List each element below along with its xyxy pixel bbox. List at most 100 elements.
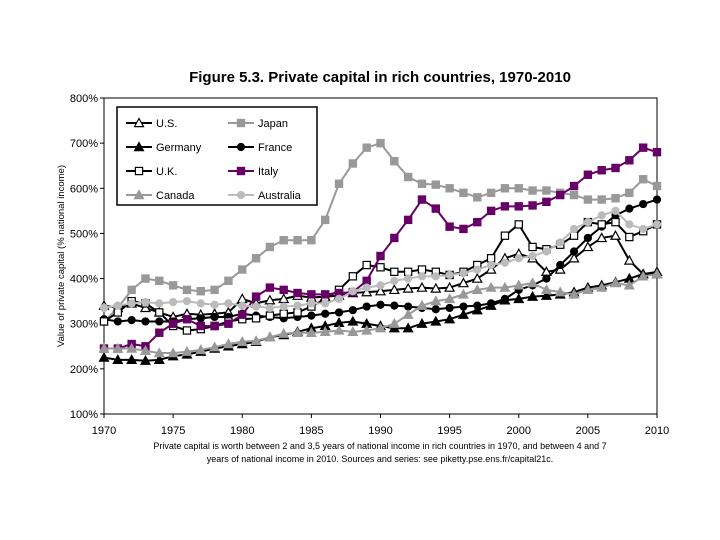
data-point-u-k (113, 308, 123, 317)
data-point-japan (141, 274, 150, 283)
data-point-australia (210, 300, 219, 309)
data-point-japan (265, 242, 275, 252)
data-point-canada (222, 338, 234, 349)
data-point-canada (347, 326, 359, 337)
legend-label: U.S. (156, 118, 177, 130)
data-point-italy (431, 204, 441, 213)
data-point-australia (514, 254, 523, 263)
data-point-france (431, 305, 440, 314)
data-point-japan (321, 215, 330, 225)
data-point-canada (250, 335, 262, 346)
data-point-australia (390, 276, 399, 285)
data-point-japan (196, 287, 205, 296)
data-point-italy (238, 310, 247, 319)
data-point-u-s (416, 281, 428, 292)
data-point-canada (195, 344, 207, 355)
data-point-germany (457, 308, 469, 319)
data-point-italy (459, 224, 468, 234)
data-point-canada (209, 341, 221, 352)
data-point-canada (333, 324, 345, 335)
data-point-japan (486, 188, 496, 197)
data-point-canada (305, 327, 317, 337)
data-point-u-k (265, 311, 275, 320)
data-point-australia (321, 299, 330, 308)
data-point-canada (126, 342, 138, 353)
data-point-japan (652, 181, 662, 191)
legend-item-italy: Italy (228, 166, 279, 178)
data-point-australia (376, 281, 385, 290)
data-point-italy (251, 292, 261, 301)
data-point-australia (293, 301, 302, 310)
data-point-japan (251, 254, 261, 263)
legend-marker (133, 117, 145, 128)
data-point-canada (596, 281, 608, 292)
data-point-canada (292, 327, 304, 337)
series-group (98, 138, 663, 365)
y-tick-label: 800% (70, 93, 98, 105)
data-point-canada (513, 279, 525, 290)
data-point-france (652, 195, 662, 204)
data-point-france (307, 311, 316, 320)
data-point-australia (404, 274, 413, 283)
data-point-germany (540, 289, 552, 300)
data-point-u-k (611, 217, 620, 227)
data-point-canada (264, 331, 276, 342)
data-point-japan (445, 184, 454, 193)
data-point-u-s (568, 252, 580, 263)
data-point-u-k (514, 220, 523, 229)
data-point-italy (417, 195, 427, 204)
data-point-australia (625, 220, 634, 229)
data-point-japan (583, 195, 593, 204)
x-tick-label: 2000 (507, 425, 531, 437)
data-point-italy (182, 315, 192, 324)
data-point-japan (569, 190, 579, 200)
y-tick-label: 400% (70, 274, 98, 286)
data-point-italy (168, 319, 178, 328)
y-axis-label: Value of private capital (% national inc… (56, 165, 67, 347)
data-point-france (487, 299, 496, 308)
data-point-germany (513, 293, 525, 304)
data-point-france (376, 300, 385, 309)
data-point-canada (568, 288, 580, 299)
data-point-japan (473, 193, 482, 202)
data-point-germany (430, 315, 442, 326)
data-point-u-k (403, 267, 413, 277)
series-australia (99, 206, 662, 313)
legend-label: Italy (258, 166, 279, 178)
data-point-australia (238, 301, 247, 310)
data-point-japan (182, 285, 192, 295)
data-point-canada (112, 342, 124, 353)
data-point-australia (431, 272, 440, 281)
data-point-australia (542, 247, 551, 256)
series-canada (98, 268, 663, 358)
data-point-canada (98, 342, 110, 353)
data-point-australia (334, 294, 344, 303)
x-tick-label: 2005 (576, 425, 600, 437)
legend-item-australia: Australia (228, 190, 302, 202)
data-point-france (348, 306, 357, 315)
data-point-u-s (596, 232, 608, 243)
data-point-australia (99, 303, 109, 313)
data-point-france (141, 317, 150, 326)
data-point-japan (127, 285, 136, 295)
data-point-japan (528, 186, 537, 195)
data-point-u-k (486, 254, 496, 263)
data-point-canada (485, 281, 497, 292)
legend-marker (134, 166, 144, 176)
data-point-germany (347, 315, 359, 326)
x-tick-label: 1985 (299, 425, 323, 437)
data-point-u-k (376, 263, 385, 272)
data-point-italy (390, 233, 399, 243)
data-point-france (362, 302, 371, 311)
data-point-italy (638, 143, 648, 152)
data-point-australia (169, 297, 178, 307)
data-point-australia (362, 283, 371, 292)
data-point-canada (499, 281, 511, 292)
data-point-canada (319, 326, 331, 337)
data-point-italy (514, 202, 523, 211)
data-point-canada (181, 345, 193, 356)
data-point-u-k (417, 265, 427, 274)
data-point-italy (569, 181, 579, 191)
data-point-italy (625, 156, 634, 165)
data-point-canada (236, 336, 248, 346)
